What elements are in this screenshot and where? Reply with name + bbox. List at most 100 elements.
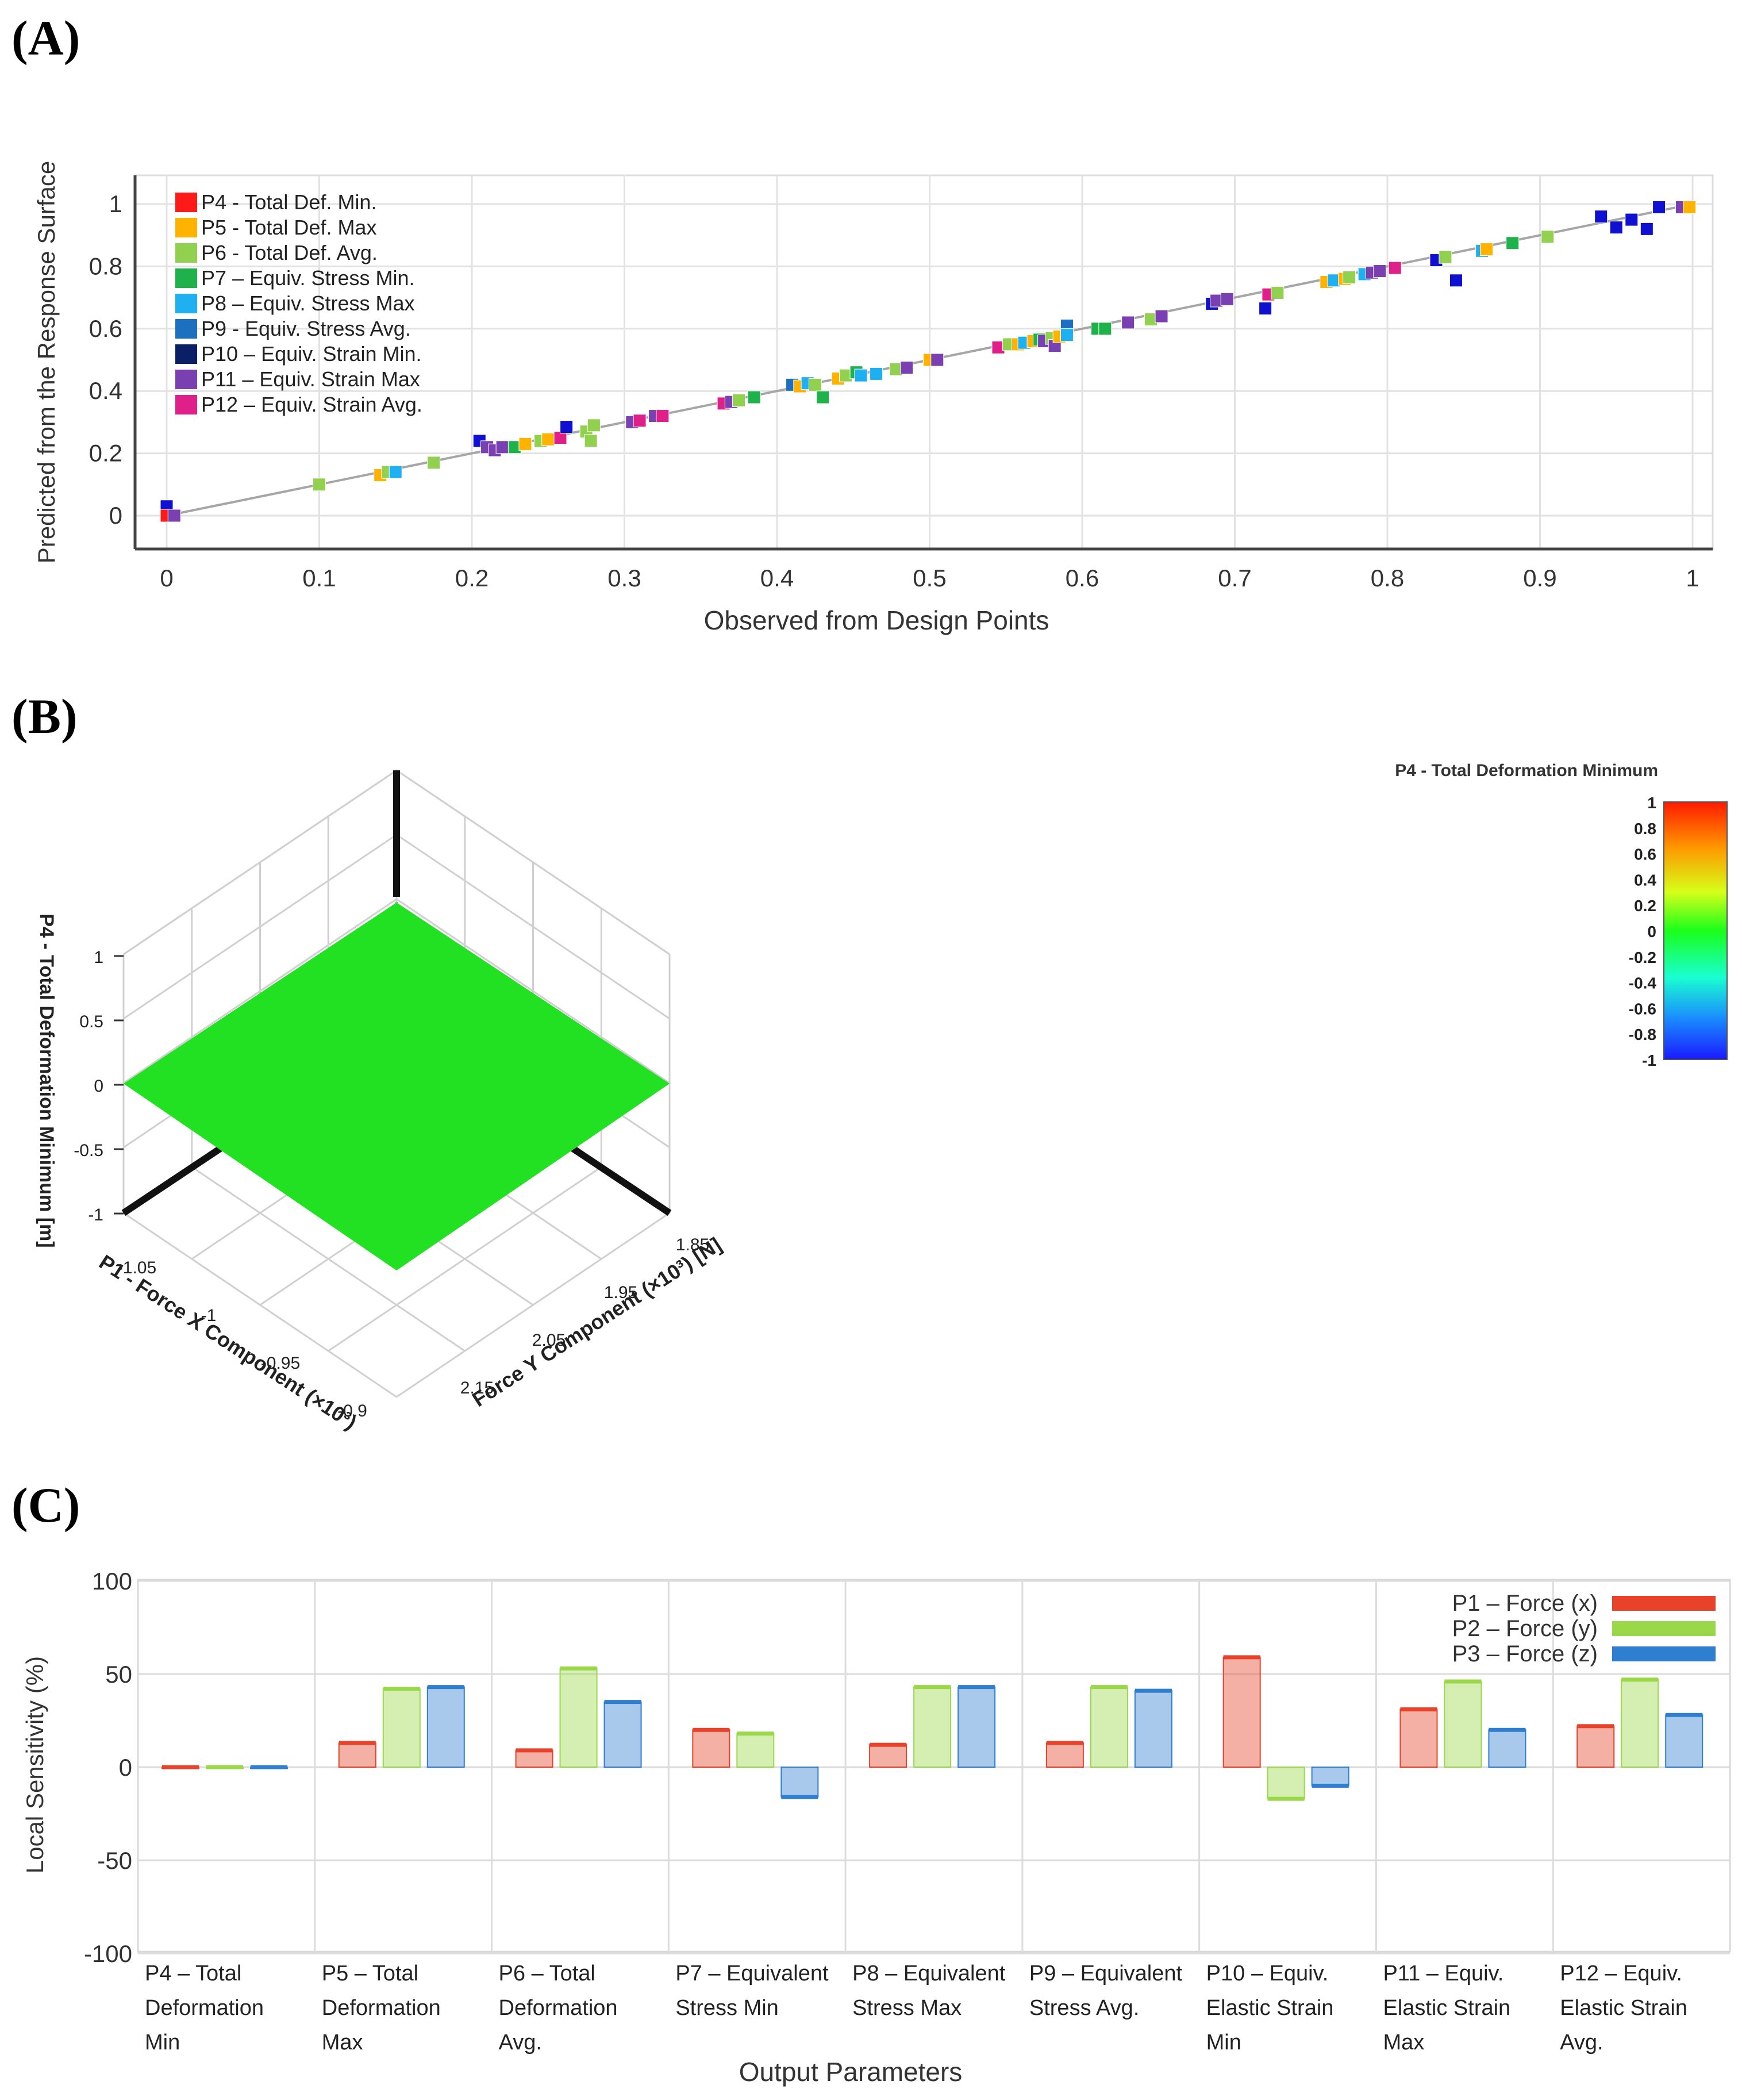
category-label: P6 – Total xyxy=(499,1961,595,1986)
legend-swatch xyxy=(1612,1596,1716,1611)
category-label: P12 – Equiv. xyxy=(1560,1961,1682,1986)
z-tick-label: 0.5 xyxy=(79,1012,103,1031)
category-label: Elastic Strain xyxy=(1206,1996,1334,2020)
bar xyxy=(1134,1690,1172,1768)
wall-z-gridline xyxy=(123,898,670,1084)
legend-label: P1 – Force (x) xyxy=(1452,1591,1598,1616)
z-tick-label: -1 xyxy=(88,1206,103,1224)
bar xyxy=(1576,1725,1615,1768)
category-label: P10 – Equiv. xyxy=(1206,1961,1329,1986)
chart-b-surface: 1 0.5 0 -0.5 -1 -1.05 -1 -0.95 -0.9 1.85 1.95 2.05 2… xyxy=(36,761,1728,1434)
legend-swatch xyxy=(175,319,197,339)
panel-label-c: (C) xyxy=(11,1477,80,1533)
category-label: Avg. xyxy=(499,2030,542,2055)
colorbar-tick-label: 0.6 xyxy=(1634,846,1656,863)
colorbar xyxy=(1663,801,1728,1060)
x-tick-label: 0.3 xyxy=(607,565,641,592)
y-tick-label: 0 xyxy=(119,1754,132,1781)
category-label: Elastic Strain xyxy=(1560,1996,1687,2020)
panel-label-b: (B) xyxy=(11,689,78,744)
data-point xyxy=(870,367,883,381)
bar xyxy=(1045,1742,1084,1768)
y-axis-label: Local Sensitivity (%) xyxy=(21,1656,48,1874)
category-label: Deformation xyxy=(499,1996,618,2020)
bar xyxy=(692,1729,730,1768)
y-tick-label: 0 xyxy=(109,502,122,529)
bar xyxy=(426,1686,465,1768)
legend-swatch xyxy=(1612,1621,1716,1636)
colorbar-tick-label: 0.2 xyxy=(1634,897,1656,915)
data-point xyxy=(1121,316,1135,329)
bar xyxy=(1222,1656,1261,1768)
data-point xyxy=(747,390,761,404)
data-point xyxy=(1683,200,1697,214)
category-label: Deformation xyxy=(322,1996,441,2020)
y-tick-label: 0.4 xyxy=(89,377,122,404)
y-tick-label: 0.6 xyxy=(89,315,122,342)
data-point xyxy=(584,434,598,448)
data-point xyxy=(1060,328,1074,342)
bar xyxy=(1444,1680,1482,1768)
surface-plane xyxy=(124,903,670,1270)
bar xyxy=(1311,1767,1349,1787)
bar xyxy=(1399,1709,1438,1768)
y-tick-label: 1.85 xyxy=(676,1235,709,1254)
x-tick-label: 0 xyxy=(160,565,173,592)
legend-swatch xyxy=(175,370,197,389)
bar xyxy=(1090,1686,1128,1768)
data-point xyxy=(560,420,574,434)
data-point xyxy=(808,378,822,391)
legend-swatch xyxy=(175,294,197,313)
data-point xyxy=(1480,243,1494,256)
legend-swatch xyxy=(175,243,197,263)
legend-label: P8 – Equiv. Stress Max xyxy=(201,291,414,315)
category-label: Avg. xyxy=(1560,2030,1603,2055)
legend-swatch xyxy=(175,344,197,364)
y-axis-label: Predicted from the Response Surface xyxy=(33,161,60,563)
legend-swatch xyxy=(1612,1646,1716,1661)
category-label: Stress Max xyxy=(852,1996,962,2020)
z-tick-label: 0 xyxy=(94,1077,103,1096)
category-label: P11 – Equiv. xyxy=(1383,1961,1503,1986)
colorbar-tick-label: -0.6 xyxy=(1629,1000,1656,1018)
x-axis-label: Observed from Design Points xyxy=(704,605,1049,635)
legend-label: P11 – Equiv. Strain Max xyxy=(201,367,420,391)
colorbar-tick-label: -1 xyxy=(1642,1051,1656,1069)
x-tick-label: 0.9 xyxy=(1523,565,1556,592)
legend-label: P4 - Total Def. Min. xyxy=(201,190,376,214)
x-tick-label: 0.7 xyxy=(1218,565,1251,592)
bar xyxy=(913,1686,952,1768)
y-tick-label: 0.8 xyxy=(89,252,122,279)
category-label: P5 – Total xyxy=(322,1961,418,1986)
category-label: Stress Min xyxy=(675,1996,778,2020)
legend-label: P3 – Force (z) xyxy=(1452,1641,1598,1667)
legend-swatch xyxy=(175,218,197,237)
data-point xyxy=(1220,292,1234,306)
data-point xyxy=(1155,309,1168,323)
data-point xyxy=(1625,213,1639,226)
floor-gridline xyxy=(396,1212,670,1398)
bar xyxy=(515,1749,553,1768)
colorbar-tick-label: 0.4 xyxy=(1634,871,1656,889)
z-tick-label: 1 xyxy=(94,948,103,967)
y-tick-label: -100 xyxy=(84,1940,132,1967)
data-point xyxy=(1449,274,1463,287)
x-tick-label: -0.95 xyxy=(261,1354,300,1373)
category-label: Elastic Strain xyxy=(1383,1996,1510,2020)
bar xyxy=(1267,1767,1305,1800)
legend-label: P2 – Force (y) xyxy=(1452,1616,1598,1641)
data-point xyxy=(1652,200,1666,214)
category-label: P9 – Equivalent xyxy=(1029,1961,1183,1986)
x-tick-label: -0.9 xyxy=(337,1402,367,1421)
category-label: Min xyxy=(1206,2030,1241,2055)
category-label: P4 – Total xyxy=(145,1961,241,1986)
chart-a-scatter: 0 0.1 0.2 0.3 0.4 0.5 0.6 0.7 0.8 0.9 1 0 0.2 0.4 0.6 0… xyxy=(33,161,1714,635)
bar xyxy=(957,1686,996,1768)
category-label: P8 – Equivalent xyxy=(852,1961,1006,1986)
data-point xyxy=(1373,264,1387,278)
y-tick-label: 50 xyxy=(105,1661,132,1688)
colorbar-title: P4 - Total Deformation Minimum xyxy=(1395,761,1658,780)
y-tick-label: 1.95 xyxy=(604,1283,637,1302)
data-point xyxy=(587,419,601,432)
